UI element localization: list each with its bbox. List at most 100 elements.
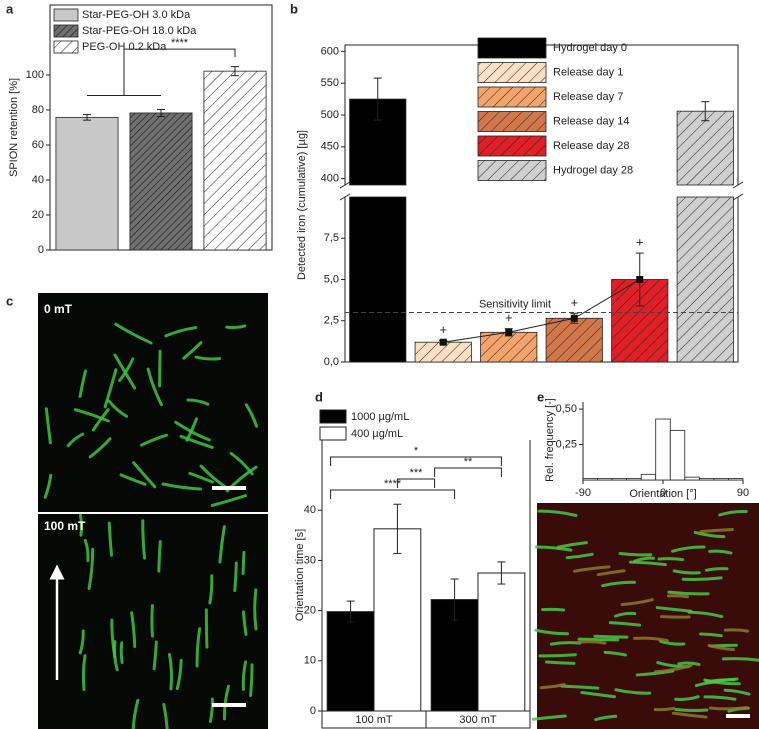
y-tick-label: 450 xyxy=(321,141,339,153)
fiber xyxy=(660,615,691,619)
y-tick-label: 100 xyxy=(26,69,44,81)
bar-hatch xyxy=(415,342,472,362)
error-bar xyxy=(157,108,165,117)
bar xyxy=(582,478,598,481)
legend-label: 400 µg/mL xyxy=(351,428,403,440)
fiber xyxy=(723,628,750,633)
panel-label: c xyxy=(6,293,13,308)
bar-hatch xyxy=(480,332,537,362)
fiber xyxy=(175,658,183,691)
fiber xyxy=(152,640,158,671)
fiber xyxy=(538,653,577,658)
fiber xyxy=(241,550,246,575)
y-tick-label: 7,5 xyxy=(324,232,339,244)
fiber xyxy=(132,461,157,489)
fiber xyxy=(78,369,87,398)
y-tick-label: 80 xyxy=(32,104,44,116)
x-tick-label: -90 xyxy=(575,487,591,499)
fiber xyxy=(575,640,607,645)
fiber xyxy=(241,610,248,636)
error-bar xyxy=(231,66,239,77)
panel-label: b xyxy=(290,1,298,16)
bar xyxy=(349,196,407,363)
bar-hatch xyxy=(203,71,267,251)
fiber xyxy=(704,567,729,572)
fiber xyxy=(580,690,616,699)
fiber xyxy=(618,552,653,557)
fiber xyxy=(534,545,573,552)
y-tick-label: 400 xyxy=(321,173,339,185)
fiber xyxy=(253,588,258,631)
fiber xyxy=(693,530,726,539)
fiber xyxy=(705,677,739,684)
fiber xyxy=(718,509,748,517)
legend-label: Release day 7 xyxy=(553,91,623,103)
fiber xyxy=(560,684,600,690)
fiber xyxy=(130,611,137,649)
legend-label: Release day 14 xyxy=(553,115,629,127)
fiber xyxy=(531,714,567,721)
fiber xyxy=(601,580,637,588)
fiber xyxy=(703,695,737,701)
fiber xyxy=(78,629,85,655)
fiber xyxy=(614,611,637,618)
error-bar xyxy=(497,561,506,585)
significance-label: **** xyxy=(384,478,402,490)
fiber xyxy=(119,641,124,664)
fiber xyxy=(556,541,588,549)
fiber xyxy=(620,598,654,606)
legend-swatch xyxy=(319,426,347,441)
legend-label: Star-PEG-OH 3.0 kDa xyxy=(82,9,191,21)
bar xyxy=(626,478,642,481)
fiber xyxy=(119,473,147,486)
panel-label: e xyxy=(537,389,544,404)
fiber xyxy=(653,706,676,712)
significance-label: * xyxy=(414,445,419,457)
significance-bracket xyxy=(330,456,502,466)
axis-break xyxy=(732,181,744,201)
fiber xyxy=(672,569,701,575)
fiber xyxy=(114,322,153,345)
fiber xyxy=(549,641,581,646)
significance-bracket xyxy=(434,467,502,477)
fiber xyxy=(208,574,214,605)
fiber xyxy=(666,594,690,599)
legend-label: PEG-OH 0.2 kDa xyxy=(82,41,167,53)
y-tick-label: 10 xyxy=(304,655,316,667)
fiber xyxy=(608,621,642,627)
fiber xyxy=(614,688,652,695)
y-tick-label: 60 xyxy=(32,139,44,151)
fiber xyxy=(140,433,168,447)
fiber xyxy=(537,509,578,518)
fiber xyxy=(194,355,222,361)
fiber xyxy=(573,565,611,573)
bar xyxy=(728,478,744,481)
fiber xyxy=(113,353,137,390)
bar xyxy=(477,37,547,59)
image-label: 0 mT xyxy=(44,302,73,316)
fiber xyxy=(107,521,113,557)
fiber xyxy=(677,661,701,666)
fiber xyxy=(150,604,154,638)
fiber xyxy=(244,403,259,428)
x-tick-label: 100 mT xyxy=(355,714,393,726)
point xyxy=(570,314,578,322)
legend-label: Hydrogel day 0 xyxy=(553,42,627,54)
fiber xyxy=(628,560,667,567)
fiber xyxy=(204,608,209,649)
fiber xyxy=(161,482,202,491)
fiber xyxy=(179,434,214,449)
fiber xyxy=(674,707,709,712)
significance-label: *** xyxy=(410,467,424,479)
fiber xyxy=(110,618,117,660)
bar-hatch xyxy=(54,25,78,37)
fiber xyxy=(66,432,85,448)
fiber xyxy=(81,654,87,692)
threshold-label: Sensitivity limit xyxy=(479,298,551,310)
x-tick-label: 90 xyxy=(737,487,749,499)
error-bar xyxy=(393,503,402,554)
point-marker-label: + xyxy=(570,295,578,310)
significance-bracket xyxy=(330,489,456,499)
error-bar xyxy=(450,578,459,621)
fiber xyxy=(681,576,723,581)
